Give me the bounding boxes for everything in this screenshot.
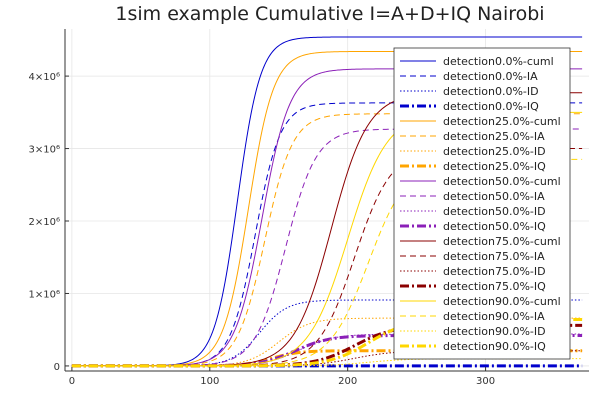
- legend-label: detection50.0%-IQ: [443, 220, 546, 233]
- series-layer: [71, 36, 583, 368]
- y-tick-label: 4×10⁶: [29, 72, 60, 83]
- legend-label: detection0.0%-IQ: [443, 100, 539, 113]
- legend-label: detection0.0%-cuml: [443, 55, 554, 68]
- x-tick-label: 200: [338, 376, 357, 387]
- legend-label: detection0.0%-ID: [443, 85, 539, 98]
- x-tick-label: 100: [200, 376, 219, 387]
- legend-box: [393, 47, 571, 360]
- chart-title: 1sim example Cumulative I=A+D+IQ Nairobi: [115, 3, 544, 25]
- legend-label: detection50.0%-ID: [443, 205, 546, 218]
- legend-label: detection90.0%-ID: [443, 325, 546, 338]
- legend-label: detection75.0%-IQ: [443, 280, 546, 293]
- legend-label: detection50.0%-IA: [443, 190, 545, 203]
- legend-label: detection90.0%-IA: [443, 310, 545, 323]
- x-tick-label: 300: [476, 376, 495, 387]
- legend-label: detection90.0%-IQ: [443, 340, 546, 353]
- y-tick-label: 0: [54, 362, 60, 373]
- legend-label: detection75.0%-cuml: [443, 235, 561, 248]
- legend-label: detection75.0%-IA: [443, 250, 545, 263]
- y-tick-label: 3×10⁶: [29, 145, 60, 156]
- legend-label: detection25.0%-IA: [443, 130, 545, 143]
- legend: detection0.0%-cuml detection0.0%-IA detect…: [393, 47, 571, 360]
- axis-layer: 0 100 200 300 0 1×10⁶ 2×10⁶ 3×10⁶ 4×10⁶: [29, 29, 589, 387]
- legend-label: detection0.0%-IA: [443, 70, 538, 83]
- x-tick-label: 0: [69, 376, 75, 387]
- legend-label: detection75.0%-ID: [443, 265, 546, 278]
- legend-label: detection25.0%-IQ: [443, 160, 546, 173]
- y-tick-label: 1×10⁶: [29, 289, 60, 300]
- y-tick-label: 2×10⁶: [29, 217, 60, 228]
- legend-label: detection25.0%-ID: [443, 145, 546, 158]
- legend-label: detection90.0%-cuml: [443, 295, 561, 308]
- legend-label: detection50.0%-cuml: [443, 175, 561, 188]
- legend-label: detection25.0%-cuml: [443, 115, 561, 128]
